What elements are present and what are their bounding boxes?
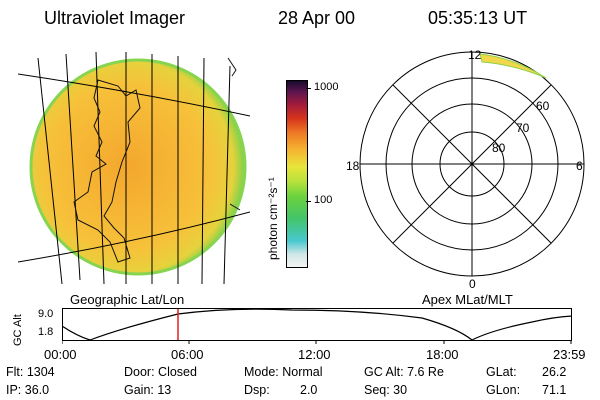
colorbar-label-100: 100 — [314, 194, 333, 206]
gc-altitude: GC Alt: 7.6 Re — [364, 365, 444, 379]
earth-image-panel — [18, 52, 250, 285]
gain-value: Gain: 13 — [124, 383, 172, 397]
polar-plot: 12 18 6 0 60 70 80 — [346, 48, 585, 291]
date-label: 28 Apr 00 — [278, 8, 356, 28]
instrument-title: Ultraviolet Imager — [44, 8, 186, 28]
altitude-plot — [62, 308, 573, 344]
mode-status: Mode: Normal — [244, 365, 323, 379]
mlat-80-label: 80 — [492, 141, 506, 155]
geographic-caption: Geographic Lat/Lon — [70, 292, 185, 307]
colorbar-label-1000: 1000 — [314, 81, 339, 93]
glon-value: 71.1 — [542, 383, 567, 397]
colorbar-tick-100 — [306, 201, 311, 202]
coastline — [73, 79, 141, 263]
glat-label: GLat: — [486, 365, 517, 379]
mlt-12-label: 12 — [468, 48, 482, 62]
altitude-ylabel: GC Alt — [12, 314, 24, 346]
ip-value: IP: 36.0 — [6, 383, 50, 397]
door-status: Door: Closed — [124, 365, 197, 379]
altitude-xtick: 12:00 — [298, 347, 331, 362]
polar-auroral-arc — [479, 53, 547, 79]
altitude-ytick-top: 9.0 — [38, 308, 54, 320]
polar-diagonal-2 — [392, 84, 552, 244]
mlt-0-label: 0 — [469, 277, 476, 291]
lat-lon-grid — [18, 52, 250, 285]
mlt-6-label: 6 — [576, 159, 583, 173]
dsp-label: Dsp: — [244, 383, 270, 397]
earth-disk — [29, 58, 247, 276]
altitude-xtick: 00:00 — [44, 347, 77, 362]
mlat-70-label: 70 — [516, 121, 530, 135]
apex-caption: Apex MLat/MLT — [422, 292, 513, 307]
sequence-number: Seq: 30 — [364, 383, 408, 397]
altitude-curve — [62, 308, 573, 341]
coastline-fragment — [229, 203, 241, 211]
colorbar-tick-1000 — [306, 88, 311, 89]
colorbar — [286, 80, 308, 268]
time-label: 05:35:13 UT — [428, 8, 528, 28]
flight-number: Flt: 1304 — [6, 365, 55, 379]
altitude-xtick: 18:00 — [426, 347, 459, 362]
altitude-xtick: 06:00 — [171, 347, 204, 362]
glat-value: 26.2 — [542, 365, 567, 379]
glon-label: GLon: — [486, 383, 521, 397]
altitude-xtick: 23:59 — [553, 347, 586, 362]
mlat-60-label: 60 — [536, 99, 550, 113]
colorbar-unit-label: photon cm⁻²s⁻¹ — [266, 177, 280, 260]
coastline-fragment — [227, 57, 237, 77]
altitude-ytick-bottom: 1.8 — [38, 326, 54, 338]
mlt-18-label: 18 — [346, 159, 360, 173]
dsp-value: 2.0 — [300, 383, 318, 397]
